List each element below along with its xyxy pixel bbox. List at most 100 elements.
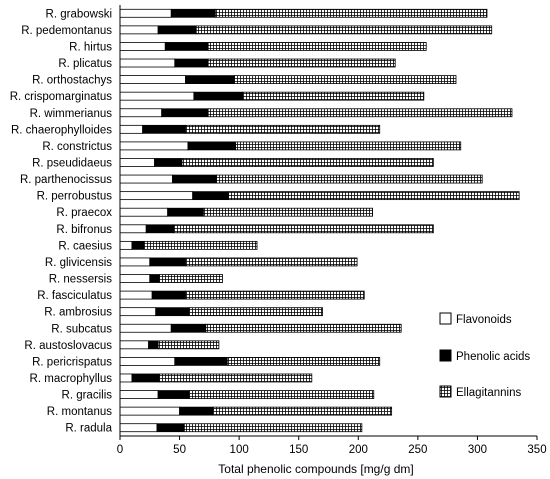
bar-segment-ellagitannins — [212, 406, 393, 416]
bar-segment-ellagitannins — [183, 423, 363, 433]
category-label: R. pseudidaeus — [32, 157, 112, 169]
bar-segment-ellagitannins — [205, 323, 402, 333]
category-label: R. subcatus — [51, 323, 112, 335]
bar-segment-ellagitannins — [207, 42, 427, 51]
bar-segment-ellagitannins — [216, 174, 483, 184]
category-label: R. praecox — [56, 207, 112, 219]
bar-segment-flavonoids — [119, 158, 155, 167]
bar-segment-ellagitannins — [185, 124, 381, 134]
bar-segment-ellagitannins — [188, 307, 323, 317]
x-tick-label: 250 — [408, 444, 427, 456]
bar-segment-phenolic-acids — [193, 91, 244, 101]
category-label: R. constrictus — [42, 141, 112, 153]
bar-segment-flavonoids — [119, 58, 176, 68]
category-label: R. fasciculatus — [37, 290, 112, 302]
x-tick-label: 350 — [527, 444, 546, 456]
bar-segment-phenolic-acids — [179, 406, 214, 416]
bar-segment-phenolic-acids — [167, 207, 204, 217]
bar-segment-phenolic-acids — [149, 257, 186, 267]
legend-swatch-flavonoids — [439, 312, 452, 325]
bar-segment-ellagitannins — [202, 207, 373, 217]
category-label: R. orthostachys — [32, 75, 112, 87]
bar-segment-phenolic-acids — [145, 224, 175, 234]
bar-segment-ellagitannins — [181, 158, 434, 167]
bar-segment-phenolic-acids — [131, 240, 145, 250]
bar-segment-flavonoids — [119, 406, 180, 416]
x-axis-title: Total phenolic compounds [mg/g dm] — [218, 462, 413, 476]
bar-segment-phenolic-acids — [174, 58, 209, 68]
bar-segment-phenolic-acids — [185, 75, 235, 84]
bar-segment-ellagitannins — [242, 91, 425, 101]
bar-segment-phenolic-acids — [170, 323, 207, 333]
bars — [119, 8, 520, 433]
bar-segment-flavonoids — [119, 307, 157, 317]
bar-segment-phenolic-acids — [151, 290, 186, 300]
category-label: R. chaerophylloides — [11, 124, 112, 136]
x-tick-label: 0 — [117, 444, 123, 456]
bar-segment-flavonoids — [119, 373, 133, 383]
bar-segment-ellagitannins — [185, 290, 365, 300]
bar-segment-ellagitannins — [195, 25, 493, 35]
legend-label-flavonoids: Flavonoids — [456, 314, 512, 326]
bar-segment-flavonoids — [119, 224, 147, 234]
bar-segment-phenolic-acids — [164, 42, 209, 51]
bar-segment-flavonoids — [119, 191, 194, 201]
bar-segment-ellagitannins — [235, 141, 462, 151]
category-label: R. nessersis — [49, 274, 113, 286]
bar-segment-phenolic-acids — [157, 390, 190, 399]
bar-segment-ellagitannins — [143, 240, 258, 250]
bar-segment-ellagitannins — [207, 58, 396, 68]
bar-segment-phenolic-acids — [149, 274, 160, 283]
bar-segment-flavonoids — [119, 8, 172, 18]
bar-segment-phenolic-acids — [155, 307, 190, 317]
category-label: R. montanus — [47, 406, 112, 418]
bar-segment-ellagitannins — [233, 75, 457, 84]
bar-segment-flavonoids — [119, 274, 151, 283]
category-label: R. gracilis — [62, 390, 113, 402]
bar-segment-flavonoids — [119, 257, 151, 267]
bar-segment-ellagitannins — [158, 373, 313, 383]
x-tick-labels: 0 50 100 150 200 250 300 350 — [117, 436, 547, 456]
bar-segment-flavonoids — [119, 108, 163, 118]
category-label: R. grabowski — [46, 8, 112, 20]
category-label: R. bifronus — [56, 224, 112, 236]
bar-segment-flavonoids — [119, 323, 172, 333]
category-label: R. crispomarginatus — [10, 91, 113, 103]
category-label: R. pericrispatus — [32, 356, 112, 368]
x-tick-label: 100 — [230, 444, 249, 456]
bar-segment-flavonoids — [119, 141, 189, 151]
bar-segment-ellagitannins — [214, 8, 488, 18]
category-label: R. perrobustus — [37, 191, 113, 203]
bar-segment-phenolic-acids — [156, 423, 185, 433]
bar-segment-phenolic-acids — [142, 124, 186, 134]
category-labels: R. grabowski R. pedemontanus R. hirtus R. p… — [10, 8, 113, 434]
bar-segment-ellagitannins — [207, 108, 513, 118]
x-tick-label: 50 — [173, 444, 186, 456]
bar-segment-phenolic-acids — [187, 141, 236, 151]
category-label: R. hirtus — [69, 41, 112, 53]
x-tick-label: 200 — [349, 444, 368, 456]
bar-segment-flavonoids — [119, 124, 144, 134]
bar-segment-flavonoids — [119, 356, 176, 366]
bar-segment-phenolic-acids — [157, 25, 197, 35]
legend-label-ellagitannins: Ellagitannins — [456, 387, 521, 399]
category-label: R. plicatus — [58, 58, 112, 70]
x-tick-label: 300 — [468, 444, 487, 456]
x-tick-label: 150 — [289, 444, 308, 456]
bar-segment-flavonoids — [119, 42, 166, 51]
category-label: R. austoslovacus — [24, 340, 112, 352]
bar-segment-phenolic-acids — [172, 174, 217, 184]
category-label: R. pedemontanus — [21, 25, 112, 37]
bar-segment-ellagitannins — [158, 274, 223, 283]
category-label: R. caesius — [58, 240, 112, 252]
bar-segment-ellagitannins — [157, 340, 220, 350]
category-label: R. glivicensis — [45, 257, 112, 269]
bar-segment-ellagitannins — [188, 390, 375, 399]
bar-segment-phenolic-acids — [131, 373, 160, 383]
bar-segment-flavonoids — [119, 174, 173, 184]
bar-segment-flavonoids — [119, 91, 195, 101]
category-label: R. macrophyllus — [30, 373, 113, 385]
bar-segment-phenolic-acids — [192, 191, 229, 201]
bar-segment-ellagitannins — [185, 257, 358, 267]
